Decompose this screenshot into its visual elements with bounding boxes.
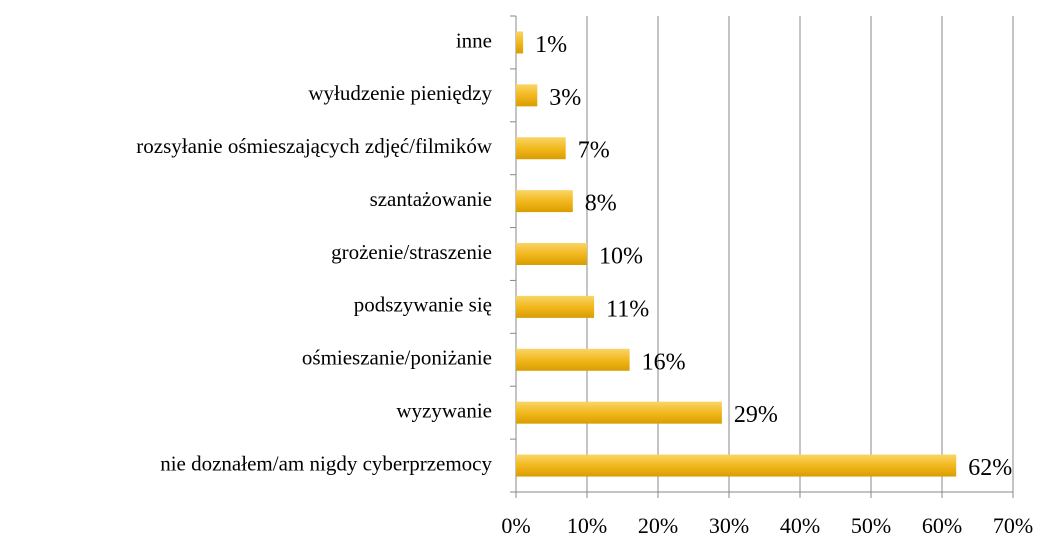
x-tick-label: 30% — [709, 513, 749, 538]
x-tick-label: 20% — [638, 513, 678, 538]
x-tick-label: 60% — [922, 513, 962, 538]
value-label: 3% — [549, 85, 581, 111]
y-tick-label: ośmieszanie/poniżanie — [302, 346, 492, 370]
bar — [516, 137, 566, 160]
x-tick-label: 50% — [851, 513, 891, 538]
x-tick-label: 40% — [780, 513, 820, 538]
y-tick-label: wyzywanie — [396, 398, 492, 422]
value-label: 7% — [578, 138, 610, 164]
value-label: 8% — [585, 191, 617, 217]
value-label: 29% — [734, 402, 778, 428]
value-label: 62% — [968, 455, 1012, 481]
y-tick-label: grożenie/straszenie — [331, 240, 492, 264]
bar — [516, 401, 722, 424]
bar — [516, 31, 524, 54]
y-tick-label: szantażowanie — [370, 187, 492, 211]
bar — [516, 295, 595, 318]
x-tick-label: 70% — [993, 513, 1033, 538]
bar — [516, 84, 538, 107]
bar — [516, 454, 957, 477]
y-tick-label: podszywanie się — [354, 293, 492, 317]
bar — [516, 348, 630, 371]
y-tick-label: inne — [456, 28, 492, 52]
value-label: 10% — [599, 244, 643, 270]
x-tick-label: 0% — [501, 513, 530, 538]
x-tick-label: 10% — [567, 513, 607, 538]
y-tick-label: wyłudzenie pieniędzy — [308, 81, 492, 105]
bar — [516, 190, 573, 213]
bar — [516, 243, 587, 265]
y-tick-label: nie doznałem/am nigdy cyberprzemocy — [160, 451, 492, 475]
value-label: 1% — [535, 32, 567, 58]
y-tick-label: rozsyłanie ośmieszających zdjęć/filmików — [136, 134, 493, 158]
value-label: 16% — [642, 349, 686, 375]
value-label: 11% — [606, 296, 649, 322]
